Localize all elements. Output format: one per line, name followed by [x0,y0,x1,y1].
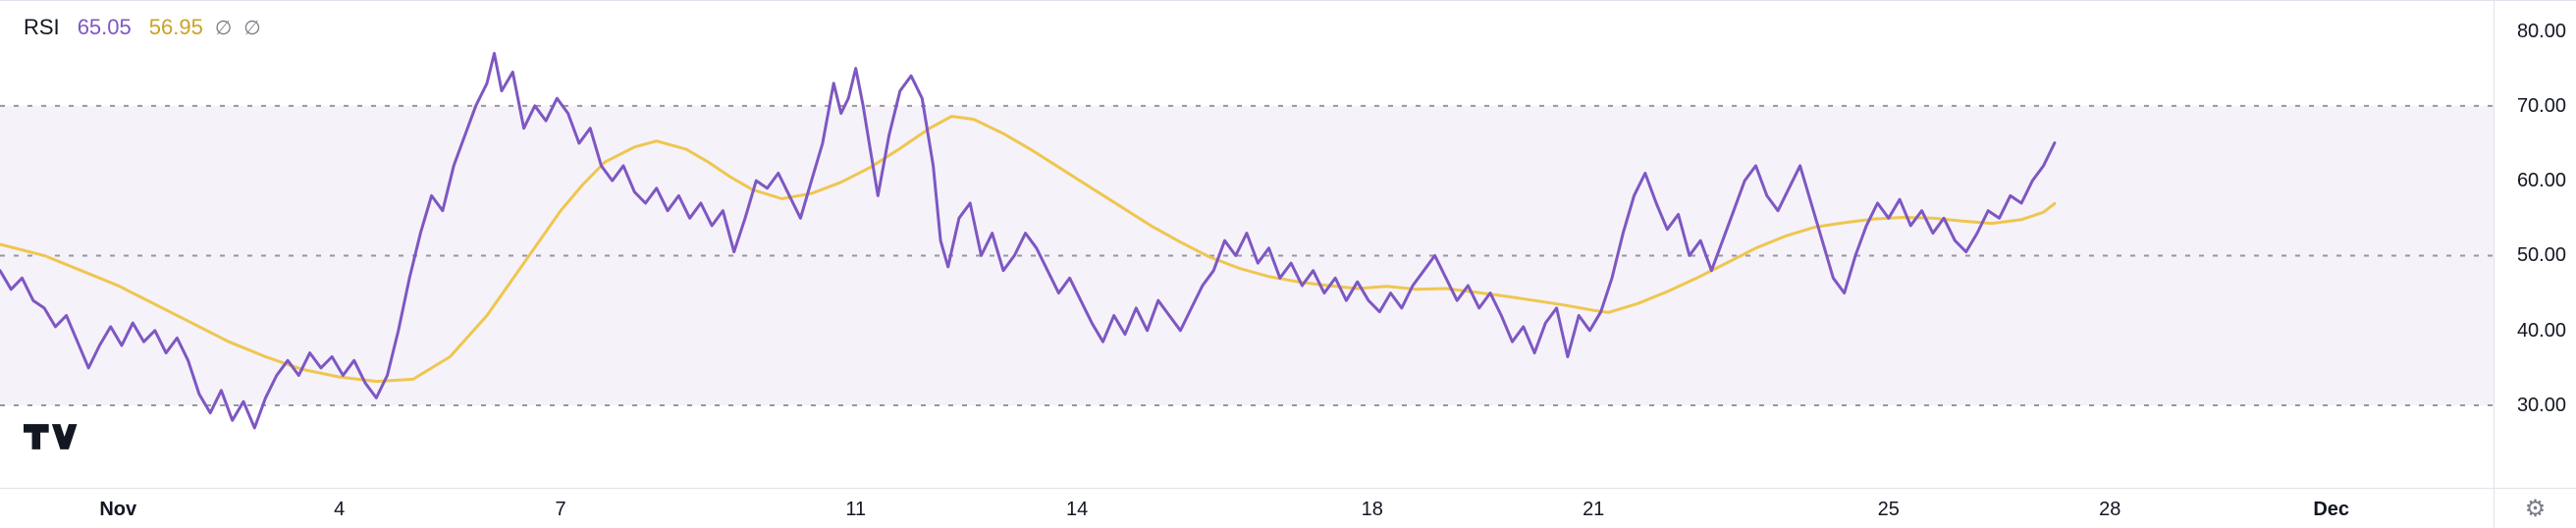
time-axis-label: 4 [334,498,346,520]
tradingview-logo[interactable] [24,423,84,450]
time-axis-label: Nov [99,498,137,520]
rsi-ma-value: 56.95 [148,15,203,39]
price-scale-label: 70.00 [2516,94,2566,117]
indicator-name[interactable]: RSI [24,15,60,39]
rsi-ma-line[interactable] [0,115,2057,384]
rsi-line[interactable] [0,51,2057,430]
price-scale[interactable]: 80.00 70.00 60.00 50.00 40.00 30.00 [2494,1,2576,488]
chart-plot-area[interactable] [0,1,2494,488]
rsi-value: 65.05 [77,15,132,39]
price-scale-label: 40.00 [2516,319,2566,342]
time-axis-label: 18 [1361,498,1383,520]
time-axis-label: Dec [2313,498,2350,520]
time-axis-label: 21 [1583,498,1605,520]
gear-icon[interactable]: ⚙ [2524,495,2547,522]
time-axis-label: 11 [845,498,867,520]
indicator-legend: RSI 65.05 56.95 ∅ ∅ [24,15,261,40]
time-axis-label: 25 [1877,498,1900,520]
time-axis-label: 14 [1066,498,1089,520]
time-axis-label: 28 [2099,498,2121,520]
empty-set-icon: ∅ [243,18,261,39]
time-axis-label: 7 [555,498,566,520]
tradingview-logo-glyph [24,424,78,449]
rsi-chart [0,51,2494,430]
price-scale-label: 50.00 [2516,244,2566,267]
empty-set-icon: ∅ [214,18,233,39]
price-scale-label: 80.00 [2516,20,2566,42]
price-scale-label: 30.00 [2516,395,2566,417]
time-axis[interactable]: Nov 4 7 11 14 18 21 25 28 Dec [0,488,2494,528]
price-scale-label: 60.00 [2516,170,2566,192]
axis-corner: ⚙ [2494,488,2576,528]
